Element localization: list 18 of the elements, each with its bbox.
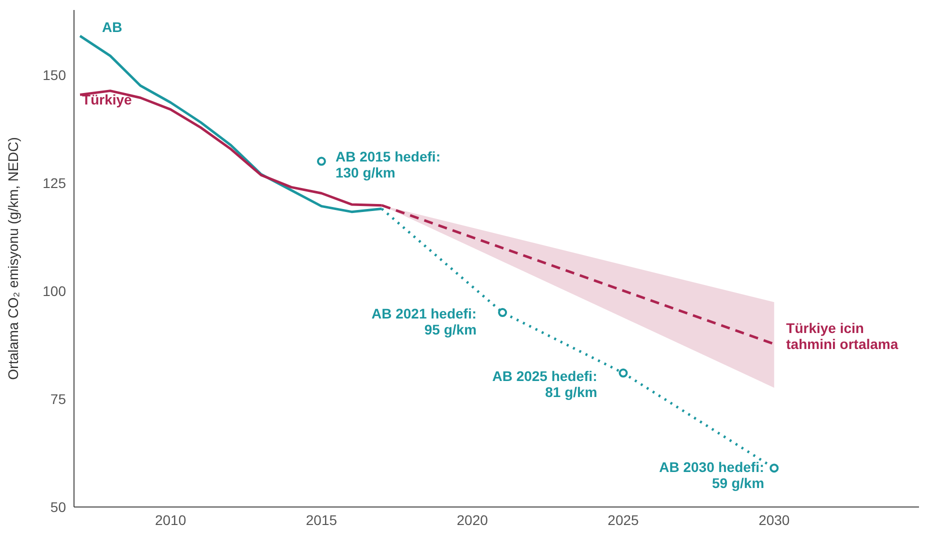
y-axis-title: Ortalama CO₂ emisyonu (g/km, NEDC) (5, 137, 21, 380)
annotation: Türkiye icin tahmini ortalama (786, 320, 898, 352)
series-label: AB (102, 18, 122, 35)
y-tick-label: 50 (50, 498, 66, 515)
x-tick-label: 2030 (758, 512, 790, 528)
annotation: AB 2030 hedefi: 59 g/km (659, 459, 764, 492)
y-tick-label: 75 (50, 390, 66, 407)
y-tick-label: 100 (42, 282, 66, 299)
y-tick-label: 125 (42, 174, 66, 191)
annotation: AB 2021 hedefi: 95 g/km (371, 306, 477, 338)
x-tick-label: 2020 (456, 512, 488, 528)
y-tick-label: 150 (42, 66, 66, 83)
annotation: AB 2015 hedefi: 130 g/km (335, 148, 441, 180)
x-tick-label: 2025 (608, 512, 640, 528)
x-tick-label: 2015 (306, 512, 338, 528)
annotation: AB 2025 hedefi: 81 g/km (492, 368, 598, 400)
x-tick-label: 2010 (154, 512, 186, 528)
series-label: Türkiye (82, 92, 132, 108)
